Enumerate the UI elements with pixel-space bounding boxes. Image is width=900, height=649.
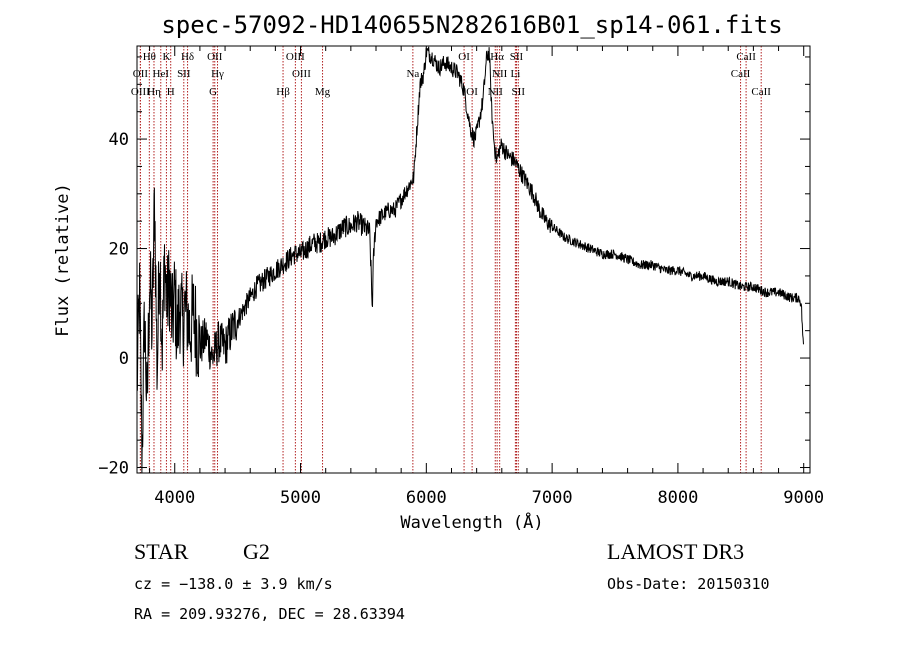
y-tick-label: 20 [109,240,129,260]
x-tick-label: 9000 [783,488,824,508]
y-tick-label: 40 [109,130,129,150]
line-marker-label: K [162,51,170,63]
line-marker-label: Na [406,68,419,80]
line-marker-label: Hγ [211,68,224,80]
line-marker-label: OIII [286,51,305,63]
line-marker-label: SII [510,51,524,63]
spectral-line-labels: Hθ K Hδ OII OIII OI Hα SII CaII OII HeI SII Hγ OIII Na… [131,51,771,98]
line-marker-label: SII [512,86,526,98]
line-marker-label: NII [492,68,508,80]
observation-date: Obs-Date: 20150310 [607,575,770,593]
y-axis-ticks: −20 0 20 40 [98,56,810,479]
y-tick-label: 0 [119,349,129,369]
chart-title: spec-57092-HD140655N282616B01_sp14-061.f… [161,11,782,39]
line-marker-label: NII [488,86,504,98]
x-axis-ticks: 4000 5000 6000 7000 8000 9000 [149,46,824,508]
spectral-line-markers [139,46,762,473]
plot-frame [136,45,811,474]
x-axis-label: Wavelength (Å) [400,511,543,533]
spectrum-series [136,46,804,474]
line-marker-label: OII [133,68,149,80]
x-tick-label: 4000 [154,488,195,508]
line-marker-label: Hθ [143,51,156,63]
line-marker-label: CaII [731,68,751,80]
line-marker-label: OI [458,51,470,63]
line-marker-label: Mg [315,86,331,98]
x-tick-label: 7000 [532,488,573,508]
y-tick-label: −20 [98,459,129,479]
line-marker-label: Hη [147,86,161,98]
redshift-value: cz = −138.0 ± 3.9 km/s [134,575,333,593]
line-marker-label: OIII [292,68,311,80]
line-marker-label: SII [177,68,191,80]
x-tick-label: 8000 [657,488,698,508]
line-marker-label: Hδ [181,51,194,63]
line-marker-label: Hα [490,51,504,63]
spectrum-line [136,46,804,474]
line-marker-label: HeI [153,68,170,80]
spectral-subclass: G2 [243,539,270,564]
line-marker-label: H [167,86,175,98]
line-marker-label: G [209,86,217,98]
line-marker-label: OII [207,51,223,63]
object-class: STAR [134,539,189,564]
line-marker-label: OIII [131,86,150,98]
line-marker-label: Hβ [276,86,290,98]
line-marker-label: Li [510,68,520,80]
survey-name: LAMOST DR3 [607,539,744,564]
coordinates: RA = 209.93276, DEC = 28.63394 [134,605,405,623]
line-marker-label: OI [466,86,478,98]
line-marker-label: CaII [751,86,771,98]
line-marker-label: CaII [736,51,756,63]
y-axis-label: Flux (relative) [53,183,73,337]
x-tick-label: 5000 [280,488,321,508]
x-tick-label: 6000 [406,488,447,508]
